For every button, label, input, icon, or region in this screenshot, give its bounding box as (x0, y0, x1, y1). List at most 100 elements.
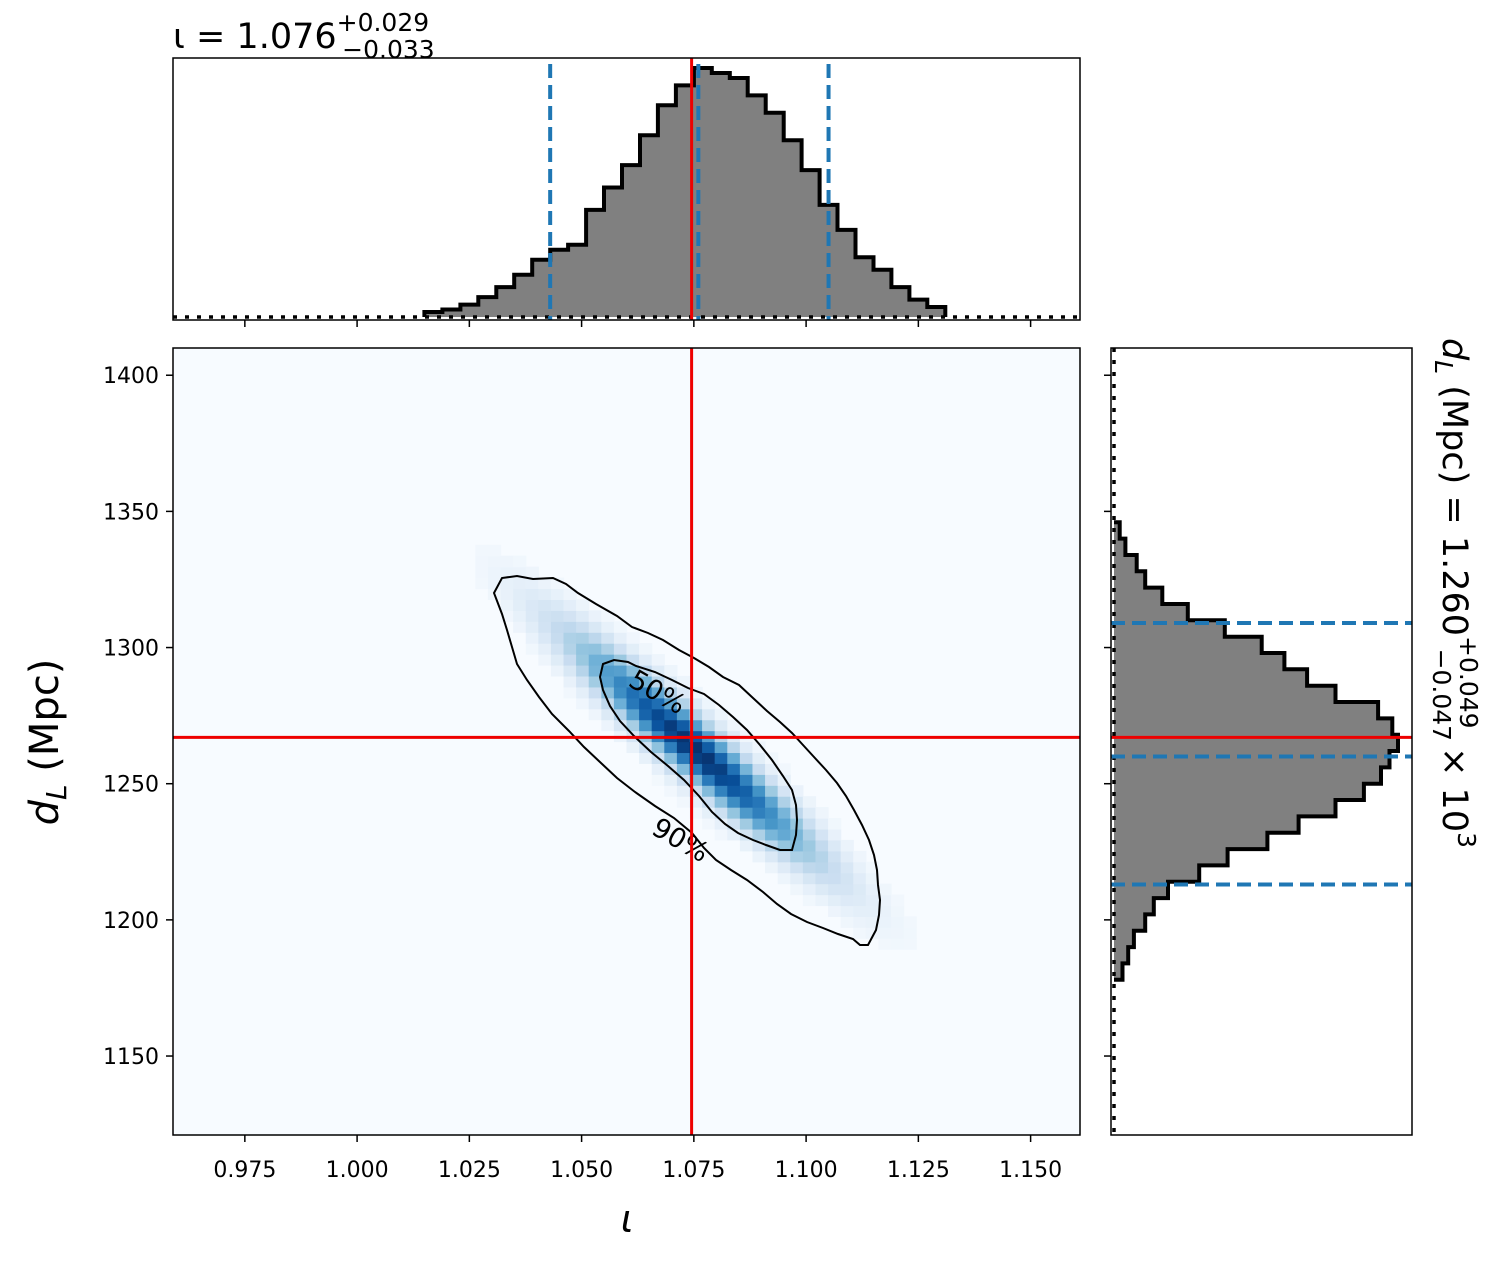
density-cell (702, 807, 716, 819)
density-cell (601, 664, 615, 677)
density-cell (777, 785, 791, 797)
density-cell (664, 719, 678, 732)
density-cell (702, 785, 716, 797)
density-cell (777, 818, 791, 830)
density-cell (765, 763, 779, 775)
density-cell (475, 544, 489, 557)
density-cell (576, 610, 590, 622)
density-cell (689, 807, 703, 819)
density-cell (853, 916, 867, 928)
density-cell (752, 818, 766, 830)
density-cell (878, 883, 892, 896)
density-cell (576, 643, 590, 655)
density-cell (739, 741, 754, 754)
x-tick-label: 1.000 (326, 1158, 389, 1183)
density-cell (878, 927, 892, 939)
density-cell (601, 610, 615, 622)
density-cell (576, 686, 590, 699)
density-cell (891, 927, 905, 939)
density-cell (613, 621, 628, 633)
y-axis-ticks: 1150 1200 1250 1300 1350 1400 (103, 364, 173, 1070)
density-cell (853, 883, 867, 896)
density-cell (525, 566, 539, 579)
density-cell (714, 774, 728, 786)
density-cell (613, 697, 628, 710)
density-cell (765, 818, 779, 830)
density-cell (840, 916, 854, 928)
density-cell (626, 654, 640, 666)
density-cell (802, 872, 817, 885)
density-cell (727, 818, 741, 830)
density-cell (802, 883, 817, 896)
density-cell (714, 807, 728, 819)
density-cell (828, 872, 842, 885)
density-cell (475, 566, 489, 579)
dL-hist-outline (1114, 520, 1400, 982)
density-cell (865, 916, 880, 928)
top-panel-ticks (244, 320, 1032, 327)
density-cell (752, 796, 766, 808)
density-cell (702, 752, 716, 764)
density-cell (487, 577, 502, 590)
density-cell (513, 621, 527, 633)
density-cell (613, 719, 628, 732)
density-cell (752, 850, 766, 863)
density-cell (651, 774, 665, 786)
density-cell (626, 632, 640, 644)
density-cell (588, 686, 602, 699)
density-cell (500, 599, 514, 611)
density-cell (802, 828, 817, 841)
density-cell (739, 818, 754, 830)
density-cell (828, 905, 842, 917)
density-cell (563, 654, 577, 666)
density-cell (513, 555, 527, 568)
density-cell (626, 719, 640, 732)
density-cell (588, 675, 602, 688)
density-cell (550, 654, 565, 666)
density-cell (777, 763, 791, 775)
dL-histogram (1114, 520, 1400, 982)
y-tick-label: 1400 (103, 364, 159, 389)
density-cell (639, 719, 653, 732)
density-cell (828, 861, 842, 874)
density-cell (878, 938, 892, 950)
density-cell (651, 741, 665, 754)
density-cell (815, 828, 829, 841)
density-cell (588, 643, 602, 655)
density-cell (828, 883, 842, 896)
contour-50 (598, 658, 799, 851)
density-cell (550, 577, 565, 590)
density-cell (702, 818, 716, 830)
density-cell (626, 686, 640, 699)
density-cell (676, 719, 691, 732)
density-cell (487, 544, 502, 557)
density-cell (727, 719, 741, 732)
density-cell (689, 686, 703, 699)
density-cell (853, 850, 867, 863)
top-marginal-panel: ι = 1.076+0.029 −0.033 (172, 8, 1081, 327)
density-cell (853, 861, 867, 874)
density-cell (802, 807, 817, 819)
density-cell (891, 905, 905, 917)
density-cell (714, 818, 728, 830)
x-axis-label: ι (621, 1197, 634, 1241)
iota-hist-outline (422, 66, 948, 317)
density-cell (513, 588, 527, 600)
density-cell (891, 938, 905, 950)
density-cell (639, 697, 653, 710)
density-cell (651, 664, 665, 677)
density-cell (727, 796, 741, 808)
density-cell (613, 664, 628, 677)
density-cell (714, 708, 728, 721)
density-cell (664, 686, 678, 699)
density-cell (513, 566, 527, 579)
x-tick-label: 1.050 (550, 1158, 613, 1183)
dL-title: dL (Mpc) = 1.260+0.049−0.047× 103 (1427, 338, 1483, 848)
density-cell (702, 774, 716, 786)
iota-title: ι = 1.076+0.029 −0.033 (173, 8, 435, 64)
density-cell (651, 763, 665, 775)
density-cell (588, 697, 602, 710)
density-cell (664, 774, 678, 786)
density-cell (865, 894, 880, 907)
density-cell (601, 621, 615, 633)
